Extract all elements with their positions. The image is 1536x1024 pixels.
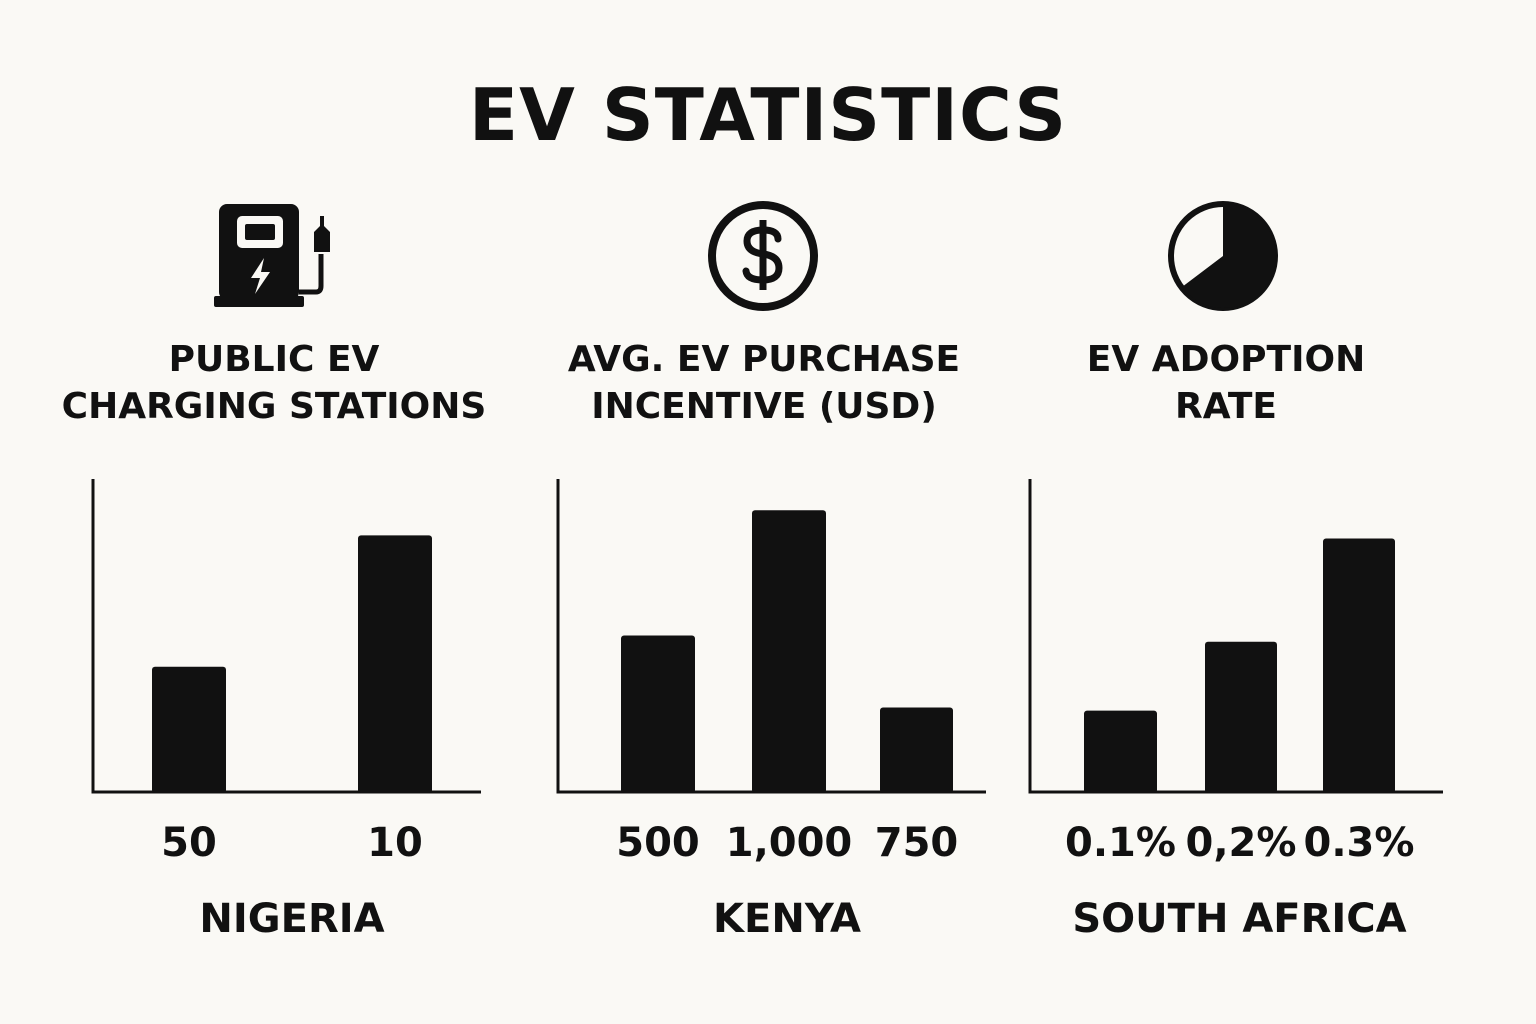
bar bbox=[880, 707, 953, 793]
country-label: NIGERIA bbox=[199, 896, 384, 942]
pie-chart-icon bbox=[1168, 201, 1278, 311]
bar-value-label: 0,2% bbox=[1186, 820, 1297, 866]
bar bbox=[1205, 641, 1277, 793]
panel-title-line: CHARGING STATIONS bbox=[61, 386, 487, 427]
bar-value-label: 750 bbox=[875, 820, 959, 866]
panel-title-line: AVG. EV PURCHASE bbox=[567, 339, 961, 380]
bar bbox=[752, 510, 826, 793]
bar-value-label: 500 bbox=[616, 820, 700, 866]
panel-title-charging-stations: PUBLIC EV CHARGING STATIONS bbox=[44, 336, 504, 430]
bar bbox=[1323, 538, 1395, 793]
bar-value-label: 10 bbox=[367, 820, 423, 866]
panel-title-line: PUBLIC EV bbox=[168, 339, 380, 380]
page-title: EV STATISTICS bbox=[468, 73, 1068, 157]
panel-title-line: INCENTIVE (USD) bbox=[591, 386, 937, 427]
panel-title-line: RATE bbox=[1175, 386, 1277, 427]
panel-title-line: EV ADOPTION bbox=[1086, 339, 1366, 380]
bar bbox=[1084, 710, 1157, 793]
ev-charging-station-icon bbox=[214, 204, 330, 307]
panel-title-adoption-rate: EV ADOPTION RATE bbox=[996, 336, 1456, 430]
chart-nigeria: 50 10 NIGERIA bbox=[91, 479, 481, 942]
country-label: KENYA bbox=[713, 896, 861, 942]
dollar-icon bbox=[708, 201, 818, 311]
panel-title-purchase-incentive: AVG. EV PURCHASE INCENTIVE (USD) bbox=[534, 336, 994, 430]
bar bbox=[358, 535, 432, 793]
bar bbox=[621, 635, 695, 793]
chart-south-africa: 0.1% 0,2% 0.3% SOUTH AFRICA bbox=[1028, 479, 1443, 942]
country-label: SOUTH AFRICA bbox=[1072, 896, 1406, 942]
bar bbox=[152, 666, 226, 793]
chart-kenya: 500 1,000 750 KENYA bbox=[556, 479, 986, 942]
bar-value-label: 0.3% bbox=[1304, 820, 1415, 866]
bar-value-label: 50 bbox=[161, 820, 217, 866]
bar-value-label: 1,000 bbox=[726, 820, 853, 866]
bar-value-label: 0.1% bbox=[1065, 820, 1176, 866]
